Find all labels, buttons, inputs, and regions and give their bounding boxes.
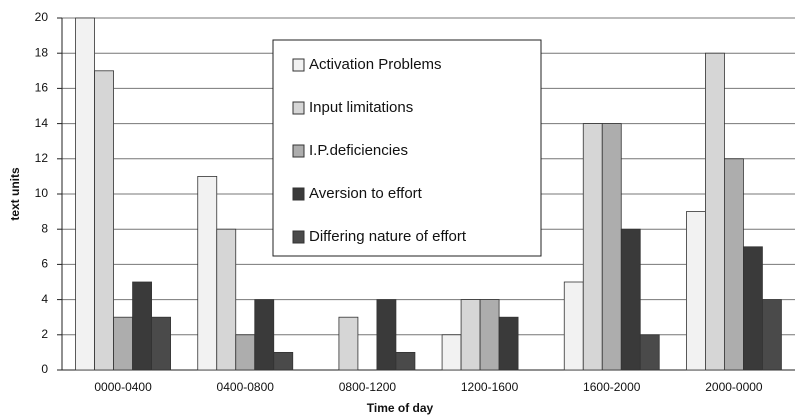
bar bbox=[762, 299, 782, 371]
y-tick-label: 0 bbox=[41, 362, 48, 376]
bar bbox=[620, 228, 641, 371]
bar bbox=[376, 299, 397, 371]
bar bbox=[582, 123, 603, 371]
bar bbox=[639, 334, 660, 371]
bar bbox=[460, 299, 481, 371]
bar bbox=[743, 246, 763, 371]
bar bbox=[479, 299, 500, 371]
legend-box bbox=[272, 39, 542, 257]
bar bbox=[338, 316, 359, 371]
y-tick-label: 14 bbox=[35, 116, 49, 130]
bar bbox=[724, 158, 744, 371]
y-tick-label: 6 bbox=[41, 257, 48, 271]
bar bbox=[216, 228, 237, 371]
bar bbox=[94, 70, 114, 371]
bar bbox=[686, 211, 706, 371]
bar bbox=[601, 123, 622, 371]
y-tick-label: 12 bbox=[35, 151, 49, 165]
x-axis-title: Time of day bbox=[367, 401, 434, 415]
y-tick-label: 20 bbox=[35, 10, 49, 24]
bar bbox=[441, 334, 462, 371]
y-tick-label: 8 bbox=[41, 221, 48, 235]
bar bbox=[254, 299, 275, 371]
legend-swatch bbox=[292, 230, 305, 244]
bar bbox=[113, 316, 133, 371]
legend-label: I.P.deficiencies bbox=[309, 142, 408, 159]
y-tick-label: 10 bbox=[35, 186, 49, 200]
bar bbox=[151, 316, 171, 371]
legend-swatch bbox=[292, 58, 305, 72]
bar bbox=[197, 175, 218, 371]
legend-swatch bbox=[292, 101, 305, 115]
x-tick-label: 1600-2000 bbox=[583, 380, 641, 394]
x-tick-label: 0800-1200 bbox=[339, 380, 397, 394]
y-axis-title: text units bbox=[8, 167, 22, 221]
legend-label: Differing nature of effort bbox=[309, 228, 467, 245]
bar bbox=[75, 17, 95, 371]
legend-label: Input limitations bbox=[309, 99, 413, 116]
y-tick-label: 2 bbox=[41, 327, 48, 341]
x-tick-label: 2000-0000 bbox=[705, 380, 763, 394]
legend-swatch bbox=[292, 187, 305, 201]
y-tick-label: 18 bbox=[35, 45, 49, 59]
bar bbox=[705, 52, 725, 371]
bar bbox=[235, 334, 256, 371]
y-tick-label: 4 bbox=[41, 292, 48, 306]
x-tick-label: 1200-1600 bbox=[461, 380, 519, 394]
bar bbox=[132, 281, 152, 371]
legend-label: Activation Problems bbox=[309, 56, 442, 73]
bar bbox=[498, 316, 519, 371]
bar bbox=[273, 351, 294, 371]
bar bbox=[563, 281, 584, 371]
legend-swatch bbox=[292, 144, 305, 158]
legend-label: Aversion to effort bbox=[309, 185, 423, 202]
y-tick-label: 16 bbox=[35, 81, 49, 95]
x-tick-label: 0400-0800 bbox=[217, 380, 275, 394]
bar bbox=[395, 351, 416, 371]
x-tick-label: 0000-0400 bbox=[94, 380, 152, 394]
